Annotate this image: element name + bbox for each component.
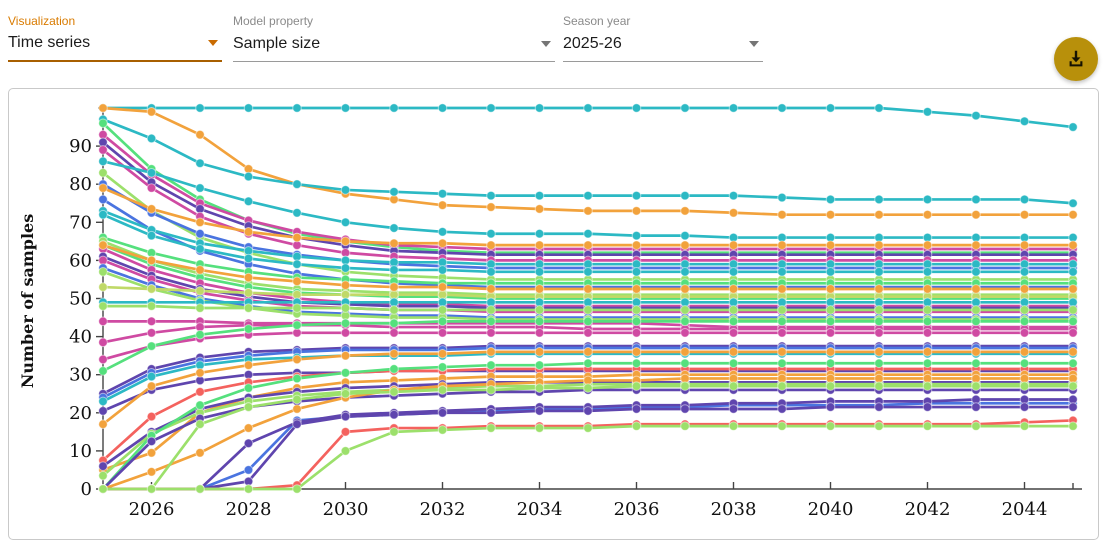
- svg-text:40: 40: [69, 327, 92, 348]
- visualization-select[interactable]: Visualization Time series: [8, 14, 222, 62]
- toolbar: Visualization Time series Model property…: [0, 0, 1107, 88]
- svg-text:30: 30: [69, 365, 92, 386]
- visualization-label: Visualization: [8, 14, 76, 28]
- svg-text:2042: 2042: [905, 499, 951, 520]
- svg-text:80: 80: [69, 174, 92, 195]
- svg-text:2036: 2036: [614, 499, 660, 520]
- svg-text:90: 90: [69, 136, 92, 157]
- chevron-down-icon[interactable]: [749, 40, 759, 47]
- svg-text:2032: 2032: [420, 499, 466, 520]
- visualization-value: Time series: [8, 34, 91, 51]
- timeseries-chart[interactable]: Number of samples 0102030405060708090202…: [9, 89, 1098, 539]
- svg-text:0: 0: [81, 479, 92, 500]
- download-button[interactable]: [1054, 37, 1098, 81]
- y-axis-title: Number of samples: [18, 214, 37, 388]
- chevron-down-icon[interactable]: [208, 40, 218, 46]
- svg-text:60: 60: [69, 250, 92, 271]
- svg-text:2028: 2028: [226, 499, 272, 520]
- model-property-value: Sample size: [233, 34, 321, 52]
- season-year-value: 2025-26: [563, 34, 622, 52]
- svg-text:20: 20: [69, 403, 92, 424]
- svg-text:2044: 2044: [1002, 499, 1048, 520]
- chevron-down-icon[interactable]: [541, 40, 551, 47]
- download-icon: [1065, 48, 1087, 70]
- model-property-label: Model property: [233, 14, 314, 28]
- svg-text:70: 70: [69, 212, 92, 233]
- season-year-label: Season year: [563, 14, 631, 28]
- chart-panel: Number of samples 0 10 20 30 40 50 60 70 80 90 202…: [8, 88, 1099, 540]
- season-year-select[interactable]: Season year 2025-26: [563, 14, 763, 62]
- svg-text:10: 10: [69, 441, 92, 462]
- svg-text:2038: 2038: [711, 499, 757, 520]
- svg-text:2030: 2030: [323, 499, 369, 520]
- svg-text:2026: 2026: [129, 499, 175, 520]
- svg-text:2034: 2034: [517, 499, 563, 520]
- svg-text:2040: 2040: [808, 499, 854, 520]
- svg-text:50: 50: [69, 289, 92, 310]
- model-property-select[interactable]: Model property Sample size: [233, 14, 555, 62]
